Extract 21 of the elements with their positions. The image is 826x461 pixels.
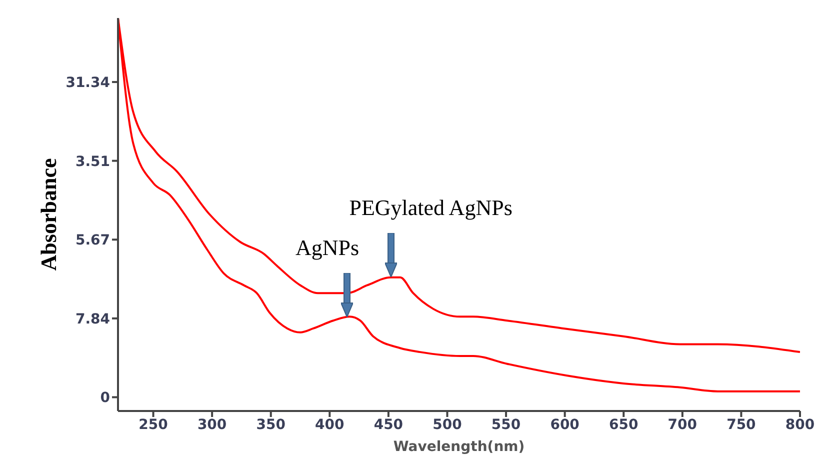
category-label: 0 bbox=[100, 390, 110, 406]
x-tick-label: 350 bbox=[256, 416, 286, 433]
category-label: 31.34 bbox=[66, 74, 110, 91]
x-axis-title: Wavelength(nm) bbox=[393, 439, 525, 455]
x-tick-label: 650 bbox=[609, 416, 638, 433]
x-tick-label: 300 bbox=[197, 416, 227, 433]
category-label: 5.67 bbox=[75, 232, 110, 249]
x-tick-label: 550 bbox=[491, 416, 521, 433]
x-tick-label: 600 bbox=[550, 416, 580, 433]
x-tick-label: 250 bbox=[138, 416, 168, 433]
x-tick-label: 750 bbox=[726, 416, 756, 433]
annotation: PEGylated AgNPs bbox=[348, 195, 514, 222]
category-label: 3.51 bbox=[75, 154, 110, 170]
annotation: AgNPs bbox=[294, 234, 360, 261]
x-tick-label: 400 bbox=[315, 416, 345, 433]
x-tick-label: 500 bbox=[432, 416, 462, 433]
x-tick-label: 700 bbox=[668, 416, 698, 433]
category-label: 7.84 bbox=[75, 311, 110, 328]
x-tick-label: 800 bbox=[785, 416, 815, 433]
y-axis-title: Absorbance bbox=[36, 158, 61, 271]
x-tick-label: 450 bbox=[374, 416, 404, 433]
